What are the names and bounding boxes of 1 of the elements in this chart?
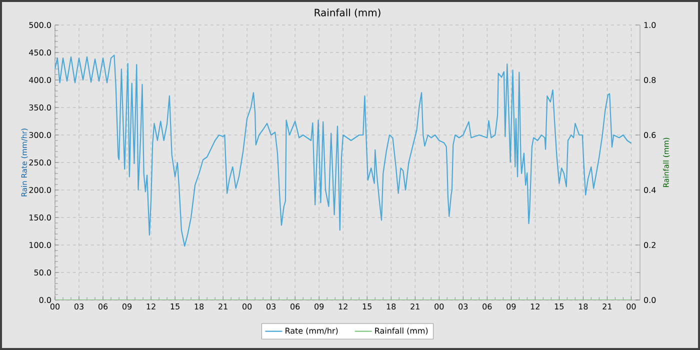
chart-title: Rainfall (mm) — [314, 8, 380, 18]
